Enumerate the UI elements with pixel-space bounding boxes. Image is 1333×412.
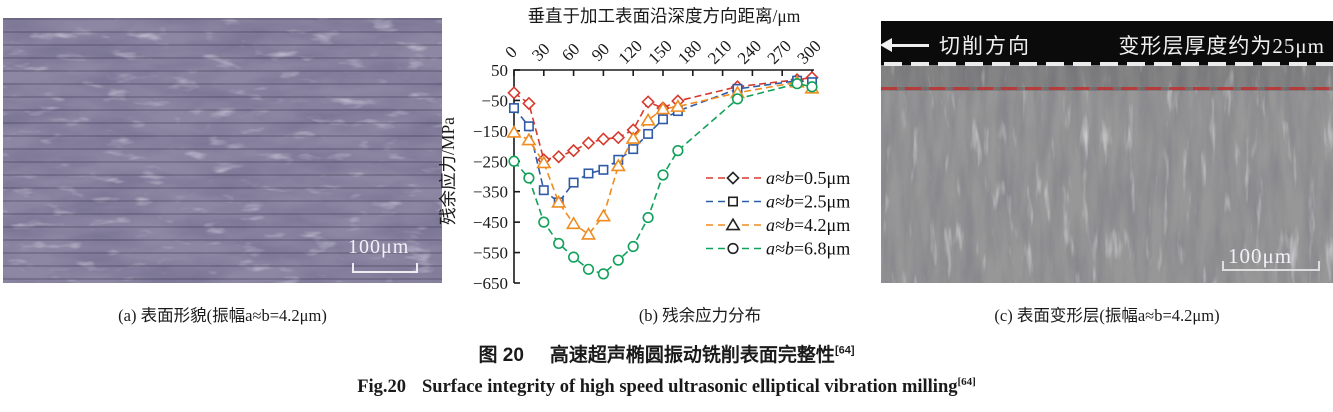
svg-text:−550: −550 (473, 244, 508, 263)
scale-bar-label: 100μm (1228, 244, 1293, 268)
reference-superscript: [64] (834, 344, 855, 357)
scale-bar (1222, 261, 1320, 271)
legend-label: a≈b=0.5μm (766, 168, 850, 188)
scale-bar-label: 100μm (348, 236, 410, 258)
y-tick-labels: 50 −50 −150 −250 −350 −450 −550 −650 (473, 61, 508, 293)
panel-c-micrograph: 切削方向 变形层厚度约为25μm 100μm (881, 21, 1333, 283)
scale-bar (352, 263, 418, 273)
svg-text:90: 90 (588, 39, 613, 64)
caption-panel-c: (c) 表面变形层(振幅a≈b=4.2μm) (994, 306, 1220, 325)
svg-text:180: 180 (674, 36, 705, 67)
figure-number-cn: 图 20 (478, 345, 524, 366)
micrograph-top-band (881, 21, 1333, 65)
svg-text:−50: −50 (481, 91, 508, 110)
svg-text:−350: −350 (473, 183, 508, 202)
cutting-direction-text: 切削方向 (939, 34, 1031, 58)
legend-label: a≈b=6.8μm (766, 239, 850, 259)
svg-text:−250: −250 (473, 152, 508, 171)
svg-text:0: 0 (501, 42, 520, 61)
svg-text:150: 150 (644, 36, 675, 67)
legend-item: a≈b=0.5μm (706, 168, 850, 188)
legend-item: a≈b=6.8μm (706, 239, 850, 259)
caption-panel-a: (a) 表面形貌(振幅a≈b=4.2μm) (118, 306, 327, 325)
legend-label: a≈b=2.5μm (766, 192, 850, 212)
legend-label: a≈b=4.2μm (766, 215, 850, 235)
reference-superscript: [64] (957, 376, 976, 388)
svg-text:240: 240 (734, 36, 765, 67)
legend-item: a≈b=2.5μm (706, 192, 850, 212)
panel-a-micrograph: 100μm (3, 18, 442, 283)
chart-legend: a≈b=0.5μm a≈b=2.5μm a≈b=4.2μm a≈b=6.8μm (706, 168, 850, 259)
deformation-thickness-note: 变形层厚度约为25μm (1118, 34, 1325, 58)
figure-caption-en: Fig.20 Surface integrity of high speed ul… (0, 376, 1333, 398)
caption-panel-b: (b) 残余应力分布 (638, 306, 762, 325)
deformation-boundary-dashed-line (881, 87, 1333, 90)
svg-text:270: 270 (764, 36, 795, 67)
milling-lay-lines (3, 18, 442, 283)
figure-caption-cn: 图 20 高速超声椭圆振动铣削表面完整性[64] (0, 340, 1333, 367)
svg-text:300: 300 (793, 36, 824, 67)
figure-title-cn: 高速超声椭圆振动铣削表面完整性 (549, 345, 835, 366)
series-circle (508, 78, 818, 280)
svg-text:60: 60 (558, 39, 583, 64)
figure-title-en: Surface integrity of high speed ultrason… (422, 377, 958, 398)
svg-text:210: 210 (704, 36, 735, 67)
svg-text:−450: −450 (473, 213, 508, 232)
deformed-layer-region (881, 65, 1333, 91)
cutting-direction-label: 切削方向 (881, 30, 1031, 60)
svg-text:−150: −150 (473, 122, 508, 141)
surface-morphology-texture (3, 18, 442, 283)
figure-number-en: Fig.20 (357, 377, 407, 398)
svg-text:50: 50 (491, 61, 508, 80)
svg-text:30: 30 (528, 39, 553, 64)
chart-top-axis-label: 垂直于加工表面沿深度方向距离/μm (527, 6, 801, 26)
svg-text:120: 120 (615, 36, 646, 67)
surface-dashed-line (884, 62, 1333, 66)
legend-item: a≈b=4.2μm (706, 215, 850, 235)
svg-text:−650: −650 (473, 274, 508, 293)
left-arrow-icon (881, 38, 929, 52)
